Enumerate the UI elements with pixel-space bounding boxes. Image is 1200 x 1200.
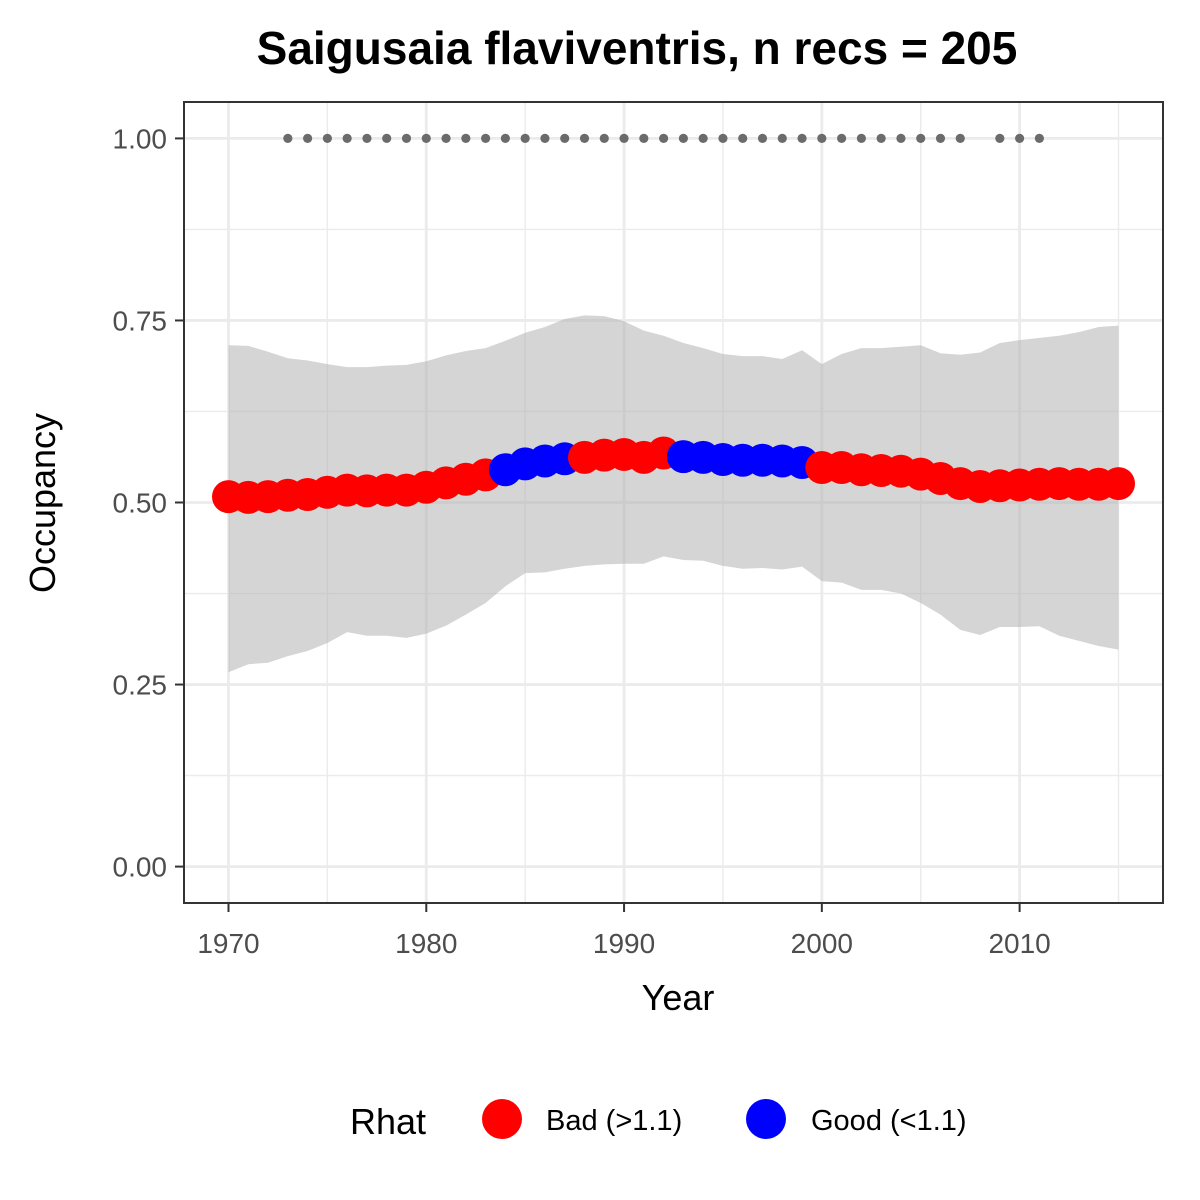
occupancy-point-bad — [1102, 467, 1135, 501]
record-marker — [500, 133, 510, 144]
record-marker — [955, 133, 965, 144]
record-marker — [876, 133, 886, 144]
record-marker — [757, 133, 768, 144]
y-tick-label: 0.50 — [113, 488, 168, 519]
record-marker — [441, 133, 451, 144]
record-marker — [540, 133, 550, 144]
record-marker — [718, 133, 728, 144]
x-tick-label: 1980 — [395, 928, 457, 959]
record-year-markers — [283, 133, 1044, 144]
record-marker — [1015, 133, 1025, 144]
record-marker — [579, 133, 590, 144]
y-axis: 0.00 0.25 0.50 0.75 1.00 — [113, 123, 184, 883]
record-marker — [837, 133, 847, 144]
record-marker — [520, 133, 530, 144]
x-axis-title: Year — [642, 977, 715, 1018]
record-marker — [322, 133, 332, 144]
record-marker — [659, 133, 669, 144]
credible-interval-ribbon — [228, 315, 1119, 673]
occupancy-points — [212, 436, 1135, 514]
y-tick-label: 0.25 — [113, 670, 168, 701]
record-marker — [560, 133, 570, 144]
x-tick-label: 1970 — [197, 928, 259, 959]
record-marker — [481, 133, 491, 144]
record-marker — [362, 133, 372, 144]
record-marker — [342, 133, 352, 144]
y-tick-label: 1.00 — [113, 123, 168, 154]
record-marker — [599, 133, 609, 144]
record-marker — [401, 133, 412, 144]
y-tick-label: 0.75 — [113, 305, 168, 336]
record-marker — [738, 133, 748, 144]
plot-panel — [183, 101, 1164, 904]
record-marker — [461, 133, 471, 144]
record-marker — [916, 133, 926, 144]
record-marker — [935, 133, 946, 144]
legend-key-good — [746, 1099, 786, 1139]
record-marker — [619, 133, 629, 144]
record-marker — [817, 133, 827, 144]
record-marker — [678, 133, 688, 144]
record-marker — [639, 133, 649, 144]
record-marker — [382, 133, 392, 144]
record-marker — [995, 133, 1005, 144]
legend-title: Rhat — [350, 1101, 426, 1142]
x-tick-label: 2000 — [791, 928, 853, 959]
record-marker — [303, 133, 313, 144]
record-marker — [1034, 133, 1044, 144]
y-axis-title: Occupancy — [22, 413, 63, 593]
record-marker — [777, 133, 787, 144]
y-tick-label: 0.00 — [113, 852, 168, 883]
record-marker — [698, 133, 708, 144]
chart-title: Saigusaia flaviventris, n recs = 205 — [257, 22, 1018, 74]
x-tick-label: 2010 — [988, 928, 1050, 959]
legend: Rhat Bad (>1.1) Good (<1.1) — [350, 1099, 967, 1142]
record-marker — [797, 133, 807, 144]
legend-label-bad: Bad (>1.1) — [546, 1105, 682, 1137]
legend-key-bad — [482, 1099, 522, 1139]
record-marker — [856, 133, 866, 144]
legend-label-good: Good (<1.1) — [811, 1105, 967, 1137]
record-marker — [283, 133, 293, 144]
record-marker — [421, 133, 431, 144]
record-marker — [896, 133, 906, 144]
x-axis: 1970 1980 1990 2000 2010 — [197, 903, 1051, 959]
x-tick-label: 1990 — [593, 928, 655, 959]
